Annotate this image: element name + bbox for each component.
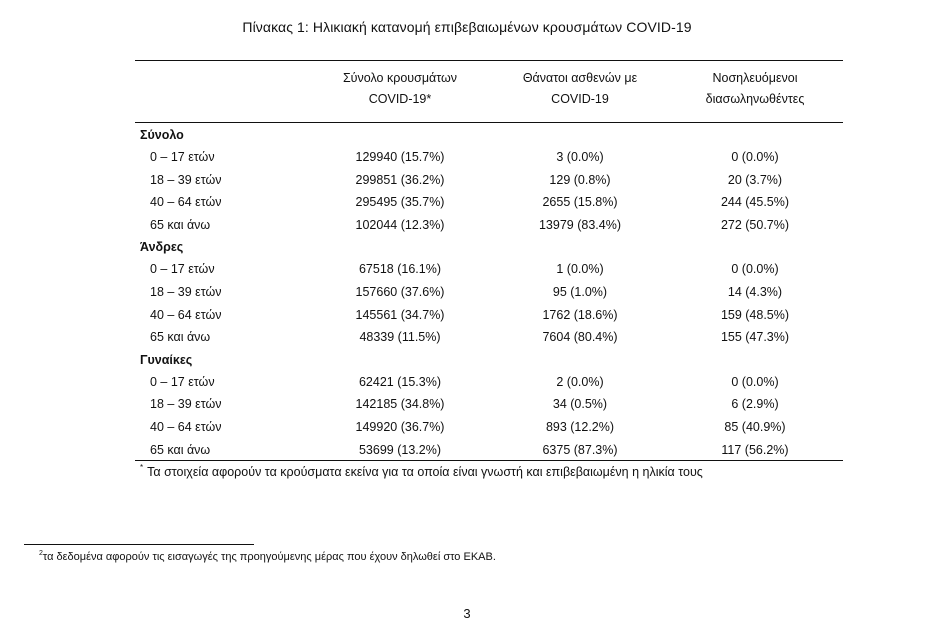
table-bottom-rule <box>135 460 843 462</box>
table-row: 18 – 39 ετών 299851 (36.2%) 129 (0.8%) 2… <box>0 169 934 192</box>
column-header-deaths: Θάνατοι ασθενών με COVID-19 <box>500 68 660 110</box>
column-header-line: διασωληνωθέντες <box>705 92 805 106</box>
cell-intubated: 6 (2.9%) <box>731 397 779 412</box>
column-header-line: Θάνατοι ασθενών με <box>522 71 638 85</box>
table-row: 40 – 64 ετών 145561 (34.7%) 1762 (18.6%)… <box>0 304 934 327</box>
table-row: 65 και άνω 53699 (13.2%) 6375 (87.3%) 11… <box>0 439 934 462</box>
cell-intubated: 0 (0.0%) <box>731 374 779 389</box>
cell-deaths: 2 (0.0%) <box>556 374 604 389</box>
cell-intubated: 0 (0.0%) <box>731 262 779 277</box>
group-title: Γυναίκες <box>140 352 193 367</box>
table-top-rule <box>135 60 843 62</box>
group-men: Άνδρες 0 – 17 ετών 67518 (16.1%) 1 (0.0%… <box>0 236 934 348</box>
cell-deaths: 1 (0.0%) <box>556 262 604 277</box>
row-label: 18 – 39 ετών <box>150 172 222 187</box>
table-row: 18 – 39 ετών 157660 (37.6%) 95 (1.0%) 14… <box>0 281 934 304</box>
row-label: 0 – 17 ετών <box>150 150 215 164</box>
row-label: 65 και άνω <box>150 330 211 345</box>
cell-total-cases: 62421 (15.3%) <box>358 374 441 389</box>
table-row: 40 – 64 ετών 149920 (36.7%) 893 (12.2%) … <box>0 416 934 439</box>
cell-total-cases: 145561 (34.7%) <box>355 307 445 322</box>
cell-deaths: 6375 (87.3%) <box>542 442 618 457</box>
row-label: 0 – 17 ετών <box>150 374 215 389</box>
cell-intubated: 117 (56.2%) <box>721 442 789 457</box>
cell-total-cases: 142185 (34.8%) <box>355 397 445 412</box>
cell-total-cases: 299851 (36.2%) <box>355 172 445 187</box>
row-label: 65 και άνω <box>150 442 211 457</box>
row-label: 40 – 64 ετών <box>150 195 222 210</box>
cell-total-cases: 67518 (16.1%) <box>358 262 441 277</box>
cell-deaths: 95 (1.0%) <box>552 284 608 299</box>
group-women: Γυναίκες 0 – 17 ετών 62421 (15.3%) 2 (0.… <box>0 349 934 461</box>
cell-total-cases: 48339 (11.5%) <box>359 330 441 345</box>
cell-intubated: 155 (47.3%) <box>720 330 790 345</box>
table-row: 0 – 17 ετών 62421 (15.3%) 2 (0.0%) 0 (0.… <box>0 371 934 394</box>
cell-intubated: 159 (48.5%) <box>720 307 790 322</box>
cell-total-cases: 129940 (15.7%) <box>355 150 445 164</box>
column-header-intubated: Νοσηλευόμενοι διασωληνωθέντες <box>690 68 820 110</box>
table-row: 65 και άνω 102044 (12.3%) 13979 (83.4%) … <box>0 214 934 237</box>
cell-deaths: 7604 (80.4%) <box>542 330 618 345</box>
group-title: Σύνολο <box>140 128 184 142</box>
row-label: 18 – 39 ετών <box>150 397 222 412</box>
cell-intubated: 0 (0.0%) <box>731 150 779 164</box>
cell-deaths: 1762 (18.6%) <box>542 307 618 322</box>
page-number: 3 <box>463 606 471 621</box>
row-label: 40 – 64 ετών <box>150 307 222 322</box>
cell-total-cases: 149920 (36.7%) <box>355 419 445 434</box>
footnote: 2τα δεδομένα αφορούν τις εισαγωγές της π… <box>39 550 496 563</box>
table-row: 40 – 64 ετών 295495 (35.7%) 2655 (15.8%)… <box>0 191 934 214</box>
row-label: 0 – 17 ετών <box>150 262 215 277</box>
cell-deaths: 13979 (83.4%) <box>538 217 621 232</box>
cell-intubated: 85 (40.9%) <box>724 419 786 434</box>
column-header-total-cases: Σύνολο κρουσμάτων COVID-19* <box>330 68 470 110</box>
cell-intubated: 20 (3.7%) <box>727 172 783 187</box>
table-header-rule <box>135 122 843 123</box>
column-header-line: COVID-19* <box>368 92 432 106</box>
footnote-rule <box>24 544 254 545</box>
note-marker: * <box>140 463 144 472</box>
table-row: 18 – 39 ετών 142185 (34.8%) 34 (0.5%) 6 … <box>0 393 934 416</box>
cell-total-cases: 102044 (12.3%) <box>355 217 445 232</box>
table-row: 0 – 17 ετών 129940 (15.7%) 3 (0.0%) 0 (0… <box>0 146 934 169</box>
row-label: 65 και άνω <box>150 217 211 232</box>
group-title: Άνδρες <box>140 240 184 255</box>
page-title: Πίνακας 1: Ηλικιακή κατανομή επιβεβαιωμέ… <box>242 19 692 35</box>
footnote-text: τα δεδομένα αφορούν τις εισαγωγές της πρ… <box>42 551 496 563</box>
column-header-line: Νοσηλευόμενοι <box>712 71 798 85</box>
column-header-line: COVID-19 <box>551 92 609 106</box>
cell-deaths: 129 (0.8%) <box>549 172 611 187</box>
group-total: Σύνολο 0 – 17 ετών 129940 (15.7%) 3 (0.0… <box>0 124 934 236</box>
cell-total-cases: 157660 (37.6%) <box>355 284 445 299</box>
cell-deaths: 893 (12.2%) <box>545 419 615 434</box>
table-note: * Τα στοιχεία αφορούν τα κρούσματα εκείνα… <box>140 463 703 479</box>
column-header-line: Σύνολο κρουσμάτων <box>342 71 458 85</box>
row-label: 40 – 64 ετών <box>150 419 222 434</box>
row-label: 18 – 39 ετών <box>150 284 222 299</box>
footnote-marker: 2 <box>39 550 43 557</box>
table-row: 65 και άνω 48339 (11.5%) 7604 (80.4%) 15… <box>0 326 934 349</box>
cell-total-cases: 295495 (35.7%) <box>355 195 445 210</box>
cell-deaths: 34 (0.5%) <box>552 397 608 412</box>
cell-intubated: 272 (50.7%) <box>720 217 790 232</box>
cell-deaths: 2655 (15.8%) <box>542 195 618 210</box>
note-text: Τα στοιχεία αφορούν τα κρούσματα εκείνα … <box>147 465 703 479</box>
cell-deaths: 3 (0.0%) <box>556 150 604 164</box>
cell-intubated: 14 (4.3%) <box>727 284 783 299</box>
cell-intubated: 244 (45.5%) <box>720 195 790 210</box>
table-row: 0 – 17 ετών 67518 (16.1%) 1 (0.0%) 0 (0.… <box>0 258 934 281</box>
cell-total-cases: 53699 (13.2%) <box>358 442 441 457</box>
table-body: Σύνολο 0 – 17 ετών 129940 (15.7%) 3 (0.0… <box>0 124 934 461</box>
